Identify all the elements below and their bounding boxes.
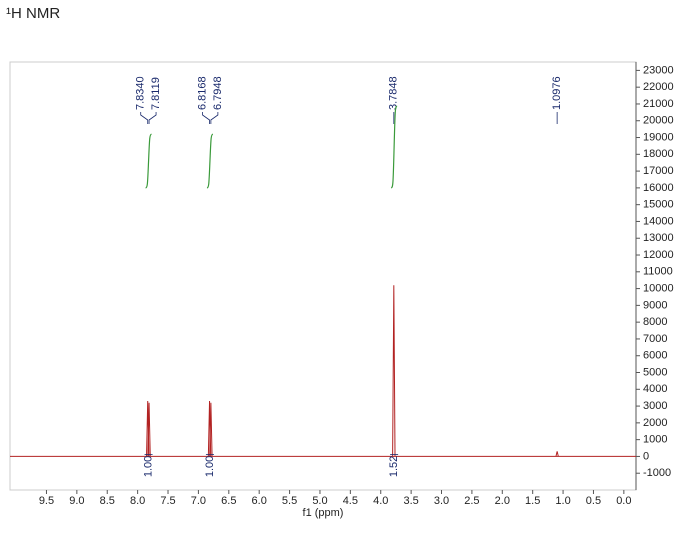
y-tick-label: 3000 <box>643 400 667 412</box>
x-tick-label: 1.0 <box>555 495 570 507</box>
y-tick-label: 14000 <box>643 215 674 227</box>
y-tick-label: 12000 <box>643 249 674 261</box>
peak <box>147 402 151 457</box>
plot-frame <box>9 61 637 491</box>
peak-label: 6.7948 <box>212 76 224 110</box>
peak-label-connector <box>202 112 210 124</box>
x-tick-label: 0.0 <box>616 495 631 507</box>
y-tick-label: 22000 <box>643 81 674 93</box>
x-tick-label: 0.5 <box>586 495 601 507</box>
y-tick-label: 2000 <box>643 417 667 429</box>
peak-label-connector <box>210 112 219 124</box>
x-tick-label: 5.5 <box>282 495 297 507</box>
peak-label: 7.8119 <box>150 77 162 110</box>
peak <box>392 285 396 457</box>
x-tick-label: 7.0 <box>191 495 206 507</box>
y-tick-label: 19000 <box>643 131 674 143</box>
y-tick-label: 9000 <box>643 299 667 311</box>
x-tick-label: 9.5 <box>39 495 54 507</box>
x-tick-label: 7.5 <box>160 495 175 507</box>
integral-curve <box>390 105 398 189</box>
x-tick-label: 2.5 <box>464 495 479 507</box>
y-tick-label: 0 <box>643 450 649 462</box>
x-tick-label: 3.5 <box>403 495 418 507</box>
x-tick-label: 5.0 <box>312 495 327 507</box>
y-tick-label: 1000 <box>643 434 667 446</box>
y-tick-label: 23000 <box>643 64 674 76</box>
peak-label-connector <box>148 112 157 124</box>
y-tick-label: 6000 <box>643 350 667 362</box>
y-tick-label: 21000 <box>643 98 674 110</box>
integral-curve <box>206 133 214 189</box>
y-tick-label: 13000 <box>643 232 674 244</box>
integral-label: 1.52 <box>388 456 400 477</box>
peak-label: 6.8168 <box>196 76 208 110</box>
peak <box>555 451 559 457</box>
y-tick-label: 8000 <box>643 316 667 328</box>
peak-label: 1.0976 <box>551 76 563 110</box>
y-tick-label: 15000 <box>643 199 674 211</box>
x-tick-label: 1.5 <box>525 495 540 507</box>
x-axis-label: f1 (ppm) <box>303 507 344 519</box>
x-tick-label: 4.0 <box>373 495 388 507</box>
integral-label: 1.00 <box>204 456 216 477</box>
y-tick-label: 17000 <box>643 165 674 177</box>
chart-title: ¹H NMR <box>6 5 60 22</box>
peak-label-connector <box>140 112 149 124</box>
x-tick-label: 6.0 <box>252 495 267 507</box>
y-tick-label: -1000 <box>643 467 671 479</box>
peak-label: 7.8340 <box>135 76 147 110</box>
x-tick-label: 6.5 <box>221 495 236 507</box>
x-tick-label: 8.0 <box>130 495 145 507</box>
x-tick-label: 4.5 <box>343 495 358 507</box>
y-tick-label: 4000 <box>643 383 667 395</box>
integral-label: 1.00 <box>142 456 154 477</box>
y-tick-label: 7000 <box>643 333 667 345</box>
x-tick-label: 9.0 <box>69 495 84 507</box>
y-tick-label: 11000 <box>643 266 673 278</box>
y-tick-label: 18000 <box>643 148 674 160</box>
x-tick-label: 3.0 <box>434 495 449 507</box>
peak <box>209 402 213 457</box>
y-tick-label: 16000 <box>643 182 674 194</box>
x-tick-label: 2.0 <box>495 495 510 507</box>
peak-label: 3.7848 <box>388 76 400 110</box>
integral-curve <box>145 133 152 189</box>
y-tick-label: 10000 <box>643 282 674 294</box>
y-tick-label: 5000 <box>643 366 667 378</box>
y-tick-label: 20000 <box>643 115 674 127</box>
x-tick-label: 8.5 <box>100 495 115 507</box>
